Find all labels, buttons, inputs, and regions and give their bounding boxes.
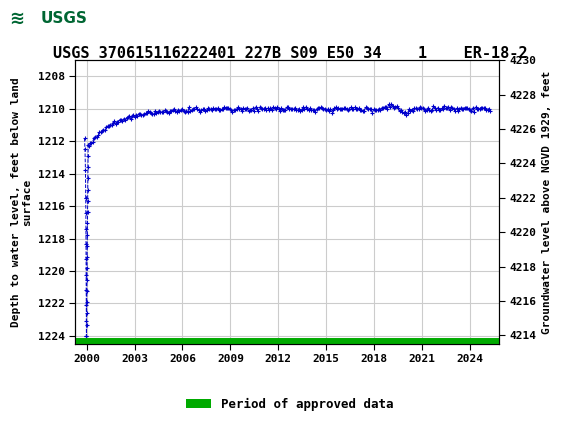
Legend: Period of approved data: Period of approved data [181,393,399,416]
Text: USGS 370615116222401 227B S09 E50 34    1    ER-18-2: USGS 370615116222401 227B S09 E50 34 1 E… [53,46,527,61]
Text: USGS: USGS [41,11,88,26]
Bar [3,3,102,36]
Y-axis label: Depth to water level, feet below land
surface: Depth to water level, feet below land su… [11,77,32,327]
Text: ≋: ≋ [9,9,24,28]
Y-axis label: Groundwater level above NGVD 1929, feet: Groundwater level above NGVD 1929, feet [542,71,552,334]
